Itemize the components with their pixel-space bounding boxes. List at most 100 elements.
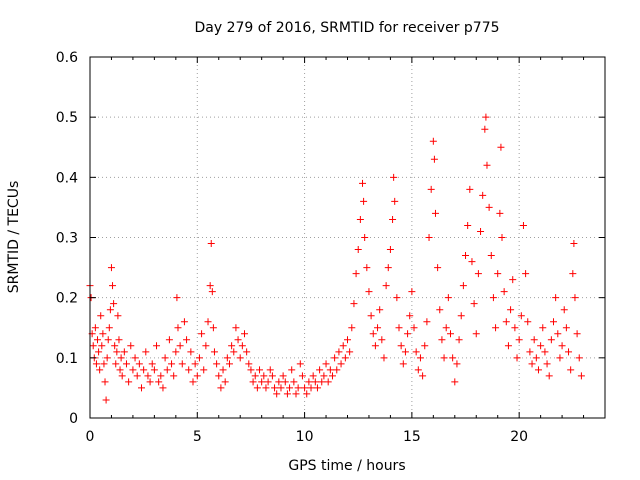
data-point — [571, 294, 579, 302]
data-point — [532, 354, 540, 362]
data-point — [378, 336, 386, 344]
data-point — [262, 384, 270, 392]
data-point — [193, 372, 201, 380]
data-point — [98, 342, 106, 350]
data-point — [404, 330, 412, 338]
data-point — [286, 384, 294, 392]
data-point — [522, 270, 530, 278]
data-point — [178, 360, 186, 368]
data-point — [487, 252, 495, 260]
data-point — [386, 246, 394, 254]
data-point — [208, 288, 216, 296]
data-point — [111, 342, 119, 350]
data-point — [485, 203, 493, 211]
data-point — [122, 360, 130, 368]
y-tick-label: 0.4 — [56, 170, 78, 186]
data-point — [100, 360, 108, 368]
data-point — [129, 366, 137, 374]
data-point — [408, 288, 416, 296]
data-point — [202, 342, 210, 350]
data-point — [560, 306, 568, 314]
data-point — [189, 378, 197, 386]
data-point — [146, 378, 154, 386]
data-point — [161, 354, 169, 362]
data-point — [213, 360, 221, 368]
data-point — [296, 360, 304, 368]
data-point — [466, 185, 474, 193]
data-point — [434, 264, 442, 272]
data-point — [200, 366, 208, 374]
data-point — [569, 270, 577, 278]
data-point — [356, 215, 364, 223]
data-point — [339, 342, 347, 350]
data-point — [429, 137, 437, 145]
data-point — [311, 378, 319, 386]
data-point — [191, 360, 199, 368]
data-point — [103, 354, 111, 362]
data-point — [352, 270, 360, 278]
data-point — [133, 372, 141, 380]
data-point — [120, 348, 128, 356]
data-point — [210, 348, 218, 356]
y-tick-label: 0.1 — [56, 351, 78, 367]
y-tick-label: 0.6 — [56, 50, 78, 66]
data-point — [447, 330, 454, 338]
data-point — [101, 378, 109, 386]
data-point — [376, 306, 384, 314]
data-point — [390, 173, 398, 181]
data-point — [554, 330, 562, 338]
data-point — [348, 324, 356, 332]
x-axis-label: GPS time / hours — [288, 458, 405, 474]
data-point — [380, 354, 388, 362]
data-point — [502, 318, 510, 326]
data-point — [238, 342, 246, 350]
data-point — [573, 330, 581, 338]
data-point — [359, 179, 367, 187]
data-point — [457, 312, 465, 320]
data-point — [369, 330, 377, 338]
x-tick-label: 0 — [86, 429, 95, 445]
data-point — [558, 342, 566, 350]
data-point — [498, 234, 506, 241]
data-point — [416, 354, 424, 362]
data-point — [562, 324, 570, 332]
axis-ticks — [89, 56, 605, 419]
y-tick-label: 0 — [69, 411, 78, 427]
plot-frame — [89, 56, 606, 419]
data-point — [333, 366, 341, 374]
data-point — [570, 240, 578, 248]
data-point — [337, 360, 345, 368]
data-point — [436, 306, 444, 314]
data-point — [288, 366, 296, 374]
data-point — [406, 312, 414, 320]
data-point — [165, 336, 173, 344]
data-point — [113, 348, 121, 356]
data-point — [431, 209, 439, 217]
data-point — [198, 330, 206, 338]
data-point — [219, 366, 227, 374]
data-point — [397, 342, 405, 350]
data-point — [204, 318, 212, 326]
data-point — [455, 336, 463, 344]
data-point — [277, 384, 285, 392]
data-point — [95, 348, 103, 356]
data-point — [530, 336, 538, 344]
data-point — [326, 366, 334, 374]
data-point — [470, 300, 478, 308]
y-tick-label: 0.2 — [56, 291, 78, 307]
data-point — [109, 282, 117, 290]
data-point — [307, 384, 315, 392]
data-point — [494, 270, 502, 278]
data-point — [477, 227, 485, 235]
data-point — [97, 312, 105, 320]
data-point — [524, 318, 532, 326]
data-point — [118, 372, 126, 380]
data-point — [350, 300, 358, 308]
data-point — [344, 336, 351, 344]
data-point — [173, 294, 181, 302]
data-point — [389, 215, 397, 223]
data-point — [117, 354, 125, 362]
data-point — [221, 378, 229, 386]
chart-title: Day 279 of 2016, SRMTID for receiver p77… — [194, 20, 499, 36]
data-point — [519, 221, 527, 229]
